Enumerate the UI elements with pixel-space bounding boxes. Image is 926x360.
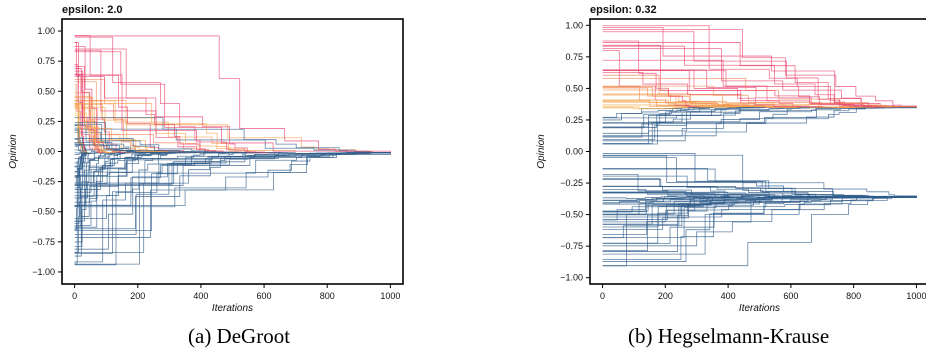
y-tick-label: 0.75 [37, 56, 55, 66]
x-tick-label: 600 [783, 291, 798, 301]
agent-trajectory [74, 152, 95, 243]
x-tick-label: 0 [72, 291, 77, 301]
agent-trajectory [74, 152, 105, 199]
x-tick-label: 1000 [380, 291, 400, 301]
agent-trajectory [74, 73, 102, 153]
agent-trajectory [602, 99, 917, 108]
x-tick-label: 200 [130, 291, 145, 301]
y-axis-label: Opinion [8, 134, 19, 169]
caption-b: (b) Hegselmann-Krause [628, 324, 830, 348]
agent-trajectory [74, 152, 289, 253]
figure: epsilon: 2.0 0 200 400 600 800 1000 1.00 0.75 0.5… [8, 4, 926, 314]
agent-trajectory [602, 196, 917, 267]
agent-trajectory [74, 138, 280, 154]
agent-trajectory [602, 192, 820, 198]
y-tick-label: 0.00 [565, 147, 583, 157]
y-tick-label: −0.25 [32, 177, 55, 187]
x-axis-label: Iterations [212, 303, 253, 314]
x-tick-label: 800 [320, 291, 335, 301]
agent-trajectory [602, 107, 750, 140]
y-tick-label: −0.75 [32, 237, 55, 247]
agent-trajectory [602, 153, 853, 198]
x-tick-label: 800 [846, 291, 861, 301]
agent-trajectory [74, 114, 89, 154]
y-tick-label: −0.75 [560, 241, 583, 251]
agent-trajectory [602, 107, 917, 137]
agent-trajectory [74, 152, 391, 159]
trajectories [74, 35, 391, 266]
y-tick-label: 0.00 [37, 147, 55, 157]
y-tick-label: 1.00 [37, 26, 55, 36]
y-tick-label: 0.25 [565, 115, 583, 125]
x-tick-label: 0 [600, 291, 605, 301]
agent-trajectory [602, 40, 699, 108]
agent-trajectory [602, 196, 811, 213]
chart-title: epsilon: 0.32 [590, 4, 657, 16]
y-tick-label: −0.25 [560, 178, 583, 188]
agent-trajectory [74, 35, 391, 153]
agent-trajectory [74, 49, 266, 154]
agent-trajectory [74, 152, 127, 228]
agent-trajectory [74, 152, 154, 203]
agent-trajectory [74, 35, 185, 153]
y-tick-label: 1.00 [565, 20, 583, 30]
chart-panel-a: epsilon: 2.0 0 200 400 600 800 1000 1.00 0.75 0.5… [8, 4, 404, 314]
x-tick-label: 400 [721, 291, 736, 301]
y-tick-label: 0.25 [37, 116, 55, 126]
agent-trajectory [74, 152, 121, 222]
x-tick-label: 600 [257, 291, 272, 301]
y-tick-label: −1.00 [32, 267, 55, 277]
agent-trajectory [74, 139, 87, 154]
agent-trajectory [602, 196, 917, 255]
caption-a: (a) DeGroot [188, 324, 291, 348]
y-axis-label: Opinion [536, 134, 547, 169]
agent-trajectory [602, 196, 812, 247]
agent-trajectory [602, 106, 703, 138]
agent-trajectory [74, 112, 111, 154]
x-tick-label: 1000 [906, 291, 926, 301]
agent-trajectory [602, 154, 917, 197]
agent-trajectory [74, 152, 261, 254]
y-tick-label: 0.50 [565, 83, 583, 93]
agent-trajectory [602, 69, 822, 108]
chart-panel-b: epsilon: 0.32 0 200 400 600 800 1000 1.00 0.75 0.… [536, 4, 926, 314]
trajectories [602, 25, 917, 267]
agent-trajectory [602, 196, 843, 260]
agent-trajectory [74, 51, 391, 153]
agent-trajectory [74, 152, 391, 238]
x-tick-label: 200 [658, 291, 673, 301]
agent-trajectory [74, 152, 391, 266]
x-axis-label: Iterations [739, 303, 780, 314]
y-tick-label: −0.50 [32, 207, 55, 217]
agent-trajectory [602, 50, 715, 108]
y-tick-label: −0.50 [560, 210, 583, 220]
plot-frame [589, 18, 926, 285]
x-tick-label: 400 [193, 291, 208, 301]
agent-trajectory [602, 185, 735, 198]
agent-trajectory [74, 76, 266, 153]
agent-trajectory [74, 152, 92, 257]
agent-trajectory [602, 27, 917, 108]
agent-trajectory [602, 195, 715, 199]
agent-trajectory [602, 29, 917, 108]
y-tick-label: 0.50 [37, 86, 55, 96]
agent-trajectory [74, 152, 131, 222]
agent-trajectory [602, 25, 882, 108]
y-tick-label: −1.00 [560, 273, 583, 283]
chart-title: epsilon: 2.0 [62, 4, 123, 16]
agent-trajectory [74, 152, 168, 193]
agent-trajectory [602, 179, 780, 197]
y-tick-label: 0.75 [565, 52, 583, 62]
